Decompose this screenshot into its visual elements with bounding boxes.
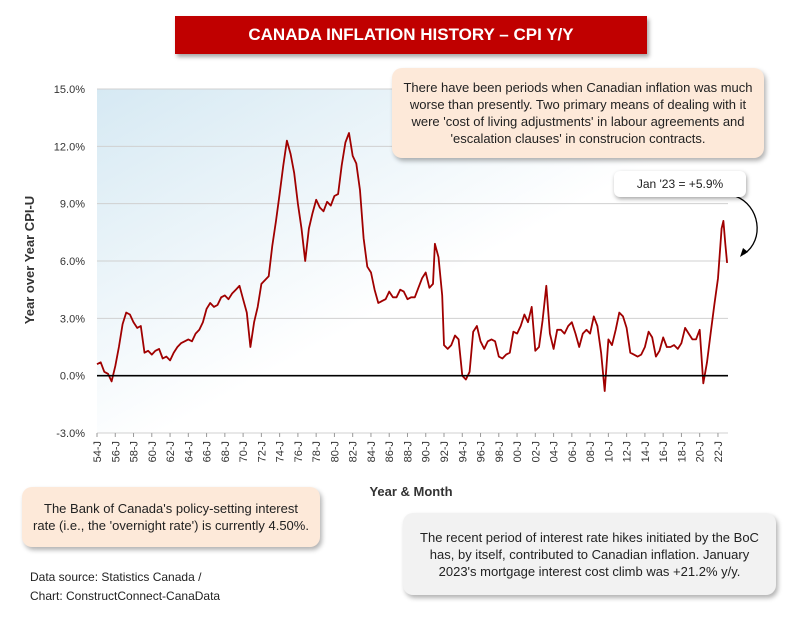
x-tick-label: 90-J <box>421 441 433 462</box>
y-tick-label: 6.0% <box>60 256 85 268</box>
annotation-arrowhead <box>740 248 748 257</box>
x-tick-label: 16-J <box>658 441 670 462</box>
x-tick-label: 58-J <box>129 441 141 462</box>
x-tick-label: 18-J <box>676 441 688 462</box>
x-tick-label: 82-J <box>348 441 360 462</box>
x-tick-label: 54-J <box>92 441 104 462</box>
y-axis-ticks: -3.0% 0.0% 3.0% 6.0% 9.0% 12.0% 15.0% <box>54 84 85 440</box>
cpi-series-line <box>96 132 728 392</box>
x-tick-label: 62-J <box>165 441 177 462</box>
x-tick-label: 02-J <box>530 441 542 462</box>
x-tick-label: 66-J <box>202 441 214 462</box>
x-tick-label: 72-J <box>256 441 268 462</box>
x-tick-label: 98-J <box>494 441 506 462</box>
x-tick-label: 14-J <box>640 441 652 462</box>
x-tick-label: 80-J <box>329 441 341 462</box>
x-axis-title: Year & Month <box>369 484 452 499</box>
x-tick-label: 86-J <box>384 441 396 462</box>
x-tick-label: 56-J <box>110 441 122 462</box>
y-axis-title: Year over Year CPI-U <box>22 196 37 324</box>
x-tick-label: 96-J <box>476 441 488 462</box>
chart-credit-line: Chart: ConstructConnect-CanaData <box>30 589 221 603</box>
chart-title: CANADA INFLATION HISTORY – CPI Y/Y <box>175 16 647 54</box>
x-tick-label: 74-J <box>275 441 287 462</box>
x-tick-label: 20-J <box>695 441 707 462</box>
x-tick-label: 70-J <box>238 441 250 462</box>
y-tick-label: -3.0% <box>56 428 85 440</box>
x-tick-label: 84-J <box>366 441 378 462</box>
callout-rate-hikes: The recent period of interest rate hikes… <box>403 513 776 595</box>
x-tick-label: 76-J <box>293 441 305 462</box>
callout-policy-rate: The Bank of Canada's policy-setting inte… <box>22 487 320 547</box>
callout-history-note: There have been periods when Canadian in… <box>392 68 764 158</box>
x-tick-label: 68-J <box>220 441 232 462</box>
x-tick-label: 08-J <box>585 441 597 462</box>
latest-value-label: Jan '23 = +5.9% <box>614 171 746 197</box>
x-tick-label: 22-J <box>713 441 725 462</box>
x-tick-label: 88-J <box>402 441 414 462</box>
y-tick-label: 15.0% <box>54 84 85 96</box>
x-tick-label: 94-J <box>457 441 469 462</box>
x-tick-label: 04-J <box>549 441 561 462</box>
x-tick-label: 78-J <box>311 441 323 462</box>
x-tick-label: 92-J <box>439 441 451 462</box>
y-tick-label: 3.0% <box>60 313 85 325</box>
data-source-line: Data source: Statistics Canada / <box>30 570 202 584</box>
x-tick-label: 64-J <box>183 441 195 462</box>
y-tick-label: 12.0% <box>54 141 85 153</box>
x-tick-label: 60-J <box>147 441 159 462</box>
x-tick-label: 12-J <box>622 441 634 462</box>
x-axis-ticks: 54-J 56-J 58-J 60-J 62-J 64-J 66-J 68-J 70-J 72-J… <box>92 433 725 462</box>
annotation-arrow <box>734 195 758 255</box>
x-tick-label: 06-J <box>567 441 579 462</box>
y-tick-label: 9.0% <box>60 199 85 211</box>
y-tick-label: 0.0% <box>60 371 85 383</box>
x-tick-label: 00-J <box>512 441 524 462</box>
x-tick-label: 10-J <box>603 441 615 462</box>
